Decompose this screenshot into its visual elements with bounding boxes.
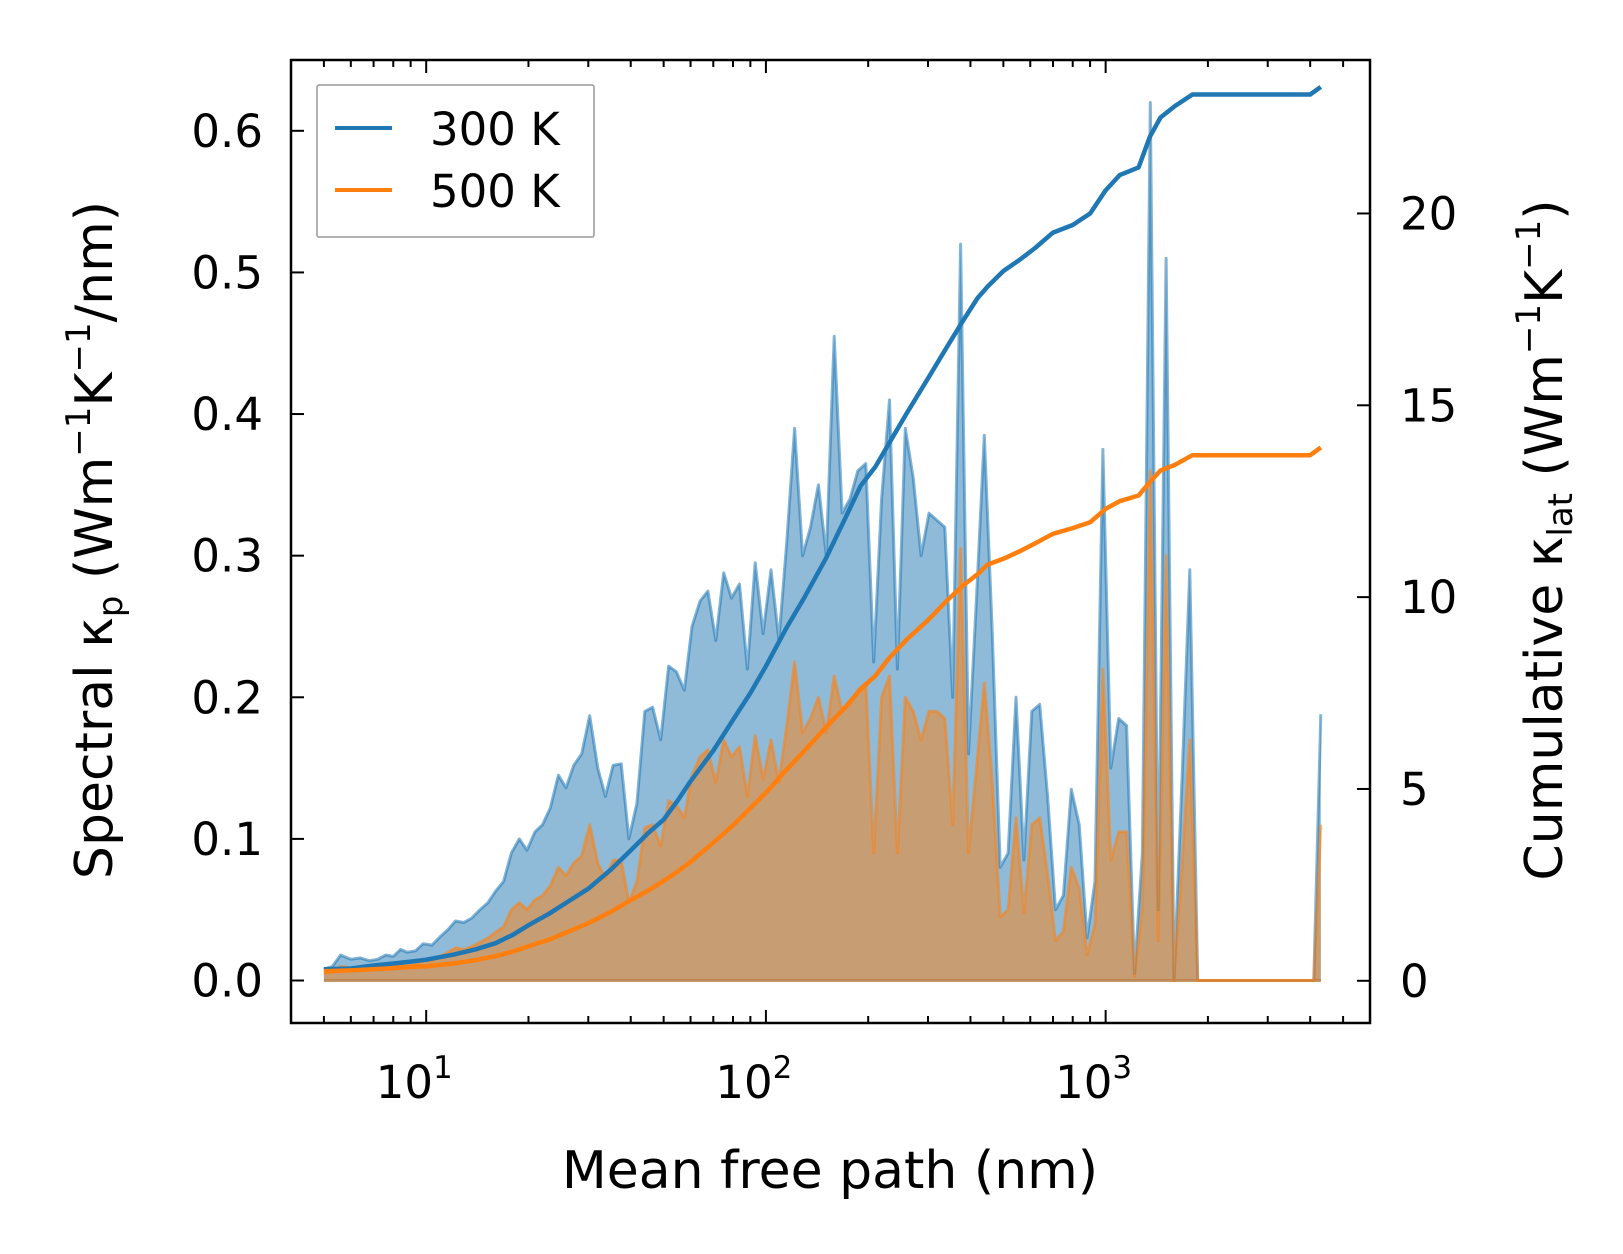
x-tick-label: 102 (715, 1050, 792, 1109)
plot-frame (289, 58, 1372, 1025)
series-spectral-lines (323, 101, 1323, 983)
legend-box (316, 84, 595, 238)
right-tick-label: 20 (1400, 187, 1457, 240)
left-tick-label: 0.6 (191, 105, 263, 158)
cumulative-line-300k (323, 85, 1323, 972)
right-tick-label: 5 (1400, 763, 1429, 816)
series-cumulative-lines (323, 85, 1323, 974)
cumulative-line-500k (323, 445, 1323, 974)
series-areas (323, 102, 1321, 981)
legend: 300 K 500 K (316, 84, 595, 238)
x-axis-ticks: 101 102 103 (290, 60, 1371, 1109)
spectral-line-500k (323, 469, 1323, 982)
legend-label-300k: 300 K (430, 103, 561, 156)
left-tick-label: 0.3 (191, 530, 263, 583)
right-tick-label: 10 (1400, 571, 1457, 624)
legend-label-500k: 500 K (430, 165, 561, 218)
right-tick-label: 15 (1400, 379, 1457, 432)
left-tick-label: 0.5 (191, 246, 263, 299)
x-tick-label: 101 (376, 1050, 453, 1109)
x-axis-label: Mean free path (nm) (562, 1141, 1098, 1201)
left-axis-ticks: 0.0 0.1 0.2 0.3 0.4 0.5 0.6 (191, 105, 304, 1008)
spectral-area-500k (323, 470, 1321, 981)
left-tick-label: 0.1 (191, 813, 263, 866)
spectral-line-300k (323, 101, 1323, 982)
left-tick-label: 0.0 (191, 955, 263, 1008)
left-tick-label: 0.2 (191, 671, 263, 724)
x-tick-label: 103 (1055, 1050, 1132, 1109)
right-axis-ticks: 0 5 10 15 20 (1357, 187, 1457, 1008)
left-axis-label: Spectral κp (Wm−1K−1/nm) (59, 201, 131, 879)
left-tick-label: 0.4 (191, 388, 263, 441)
right-axis-label: Cumulative κlat (Wm−1K−1) (1509, 199, 1581, 880)
right-tick-label: 0 (1400, 955, 1429, 1008)
spectral-area-300k (323, 102, 1321, 981)
